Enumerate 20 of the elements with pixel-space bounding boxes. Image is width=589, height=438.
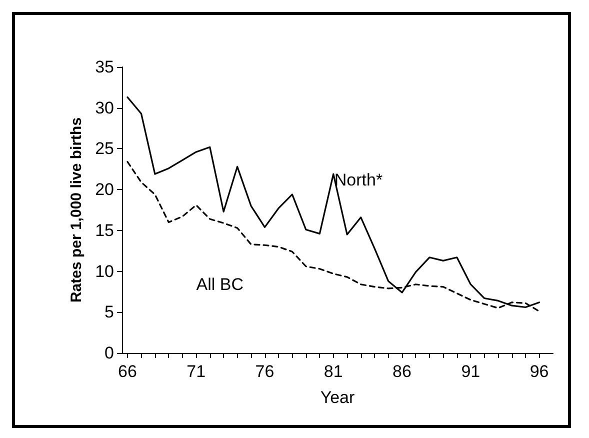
- y-tick-label: 5: [104, 302, 114, 322]
- x-tick-label: 86: [392, 362, 412, 381]
- y-axis-title: Rates per 1,000 live births: [68, 117, 85, 303]
- x-axis-title: Year: [320, 388, 356, 407]
- x-tick-label: 66: [118, 362, 137, 381]
- x-tick-label: 71: [186, 362, 206, 381]
- x-tick-label: 96: [530, 362, 549, 381]
- y-tick-label: 30: [95, 98, 114, 118]
- y-tick-label: 35: [95, 58, 114, 76]
- series-label: All BC: [196, 274, 244, 294]
- y-tick-label: 15: [95, 220, 114, 240]
- y-tick-label: 10: [95, 262, 114, 281]
- line-series: [126, 96, 540, 308]
- y-tick-label: 0: [104, 344, 114, 362]
- x-tick-label: 76: [255, 362, 274, 381]
- x-tick-label: 81: [324, 362, 343, 381]
- x-tick-label: 91: [461, 362, 480, 381]
- series-label: North*: [334, 170, 383, 190]
- y-tick-label: 25: [95, 139, 114, 158]
- y-tick-label: 20: [95, 180, 114, 200]
